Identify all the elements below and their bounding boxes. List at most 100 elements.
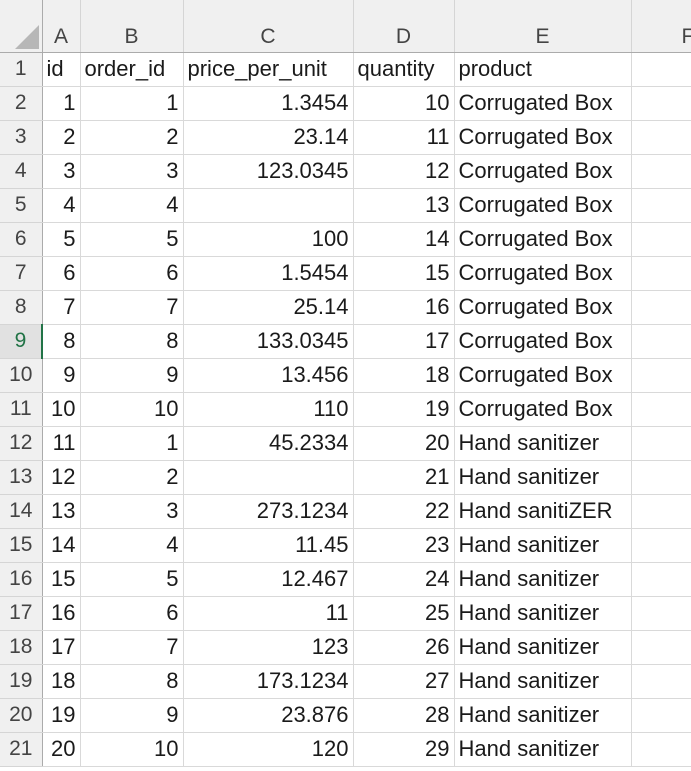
cell-d[interactable]: 20 [353, 426, 455, 461]
cell-d[interactable]: 14 [353, 222, 455, 257]
cell-a[interactable]: 2 [42, 120, 81, 155]
cell-b[interactable]: 9 [80, 358, 184, 393]
cell-c[interactable]: 1.3454 [183, 86, 354, 121]
cell-c[interactable]: 13.456 [183, 358, 354, 393]
cell-f[interactable] [631, 562, 691, 597]
cell-d[interactable]: 28 [353, 698, 455, 733]
cell-c[interactable]: 12.467 [183, 562, 354, 597]
row-header[interactable]: 9 [0, 324, 43, 359]
cell-e[interactable]: Corrugated Box [454, 154, 632, 189]
cell-d[interactable]: 17 [353, 324, 455, 359]
cell-d[interactable]: 25 [353, 596, 455, 631]
cell-e[interactable]: Corrugated Box [454, 290, 632, 325]
cell-d[interactable]: 18 [353, 358, 455, 393]
cell-a[interactable]: 11 [42, 426, 81, 461]
cell-e[interactable]: Hand sanitizer [454, 562, 632, 597]
cell-c[interactable]: 110 [183, 392, 354, 427]
cell-b[interactable]: 2 [80, 120, 184, 155]
cell-c[interactable] [183, 460, 354, 495]
cell-f[interactable] [631, 256, 691, 291]
cell-d[interactable]: 29 [353, 732, 455, 767]
row-header[interactable]: 10 [0, 358, 43, 393]
cell-e[interactable]: Corrugated Box [454, 358, 632, 393]
cell-f[interactable] [631, 392, 691, 427]
cell-a[interactable]: 8 [42, 324, 81, 359]
cell-a[interactable]: id [42, 52, 81, 87]
row-header[interactable]: 13 [0, 460, 43, 495]
cell-b[interactable]: 9 [80, 698, 184, 733]
cell-a[interactable]: 5 [42, 222, 81, 257]
cell-c[interactable] [183, 188, 354, 223]
cell-f[interactable] [631, 358, 691, 393]
cell-e[interactable]: Corrugated Box [454, 188, 632, 223]
cell-b[interactable]: 4 [80, 188, 184, 223]
cell-a[interactable]: 9 [42, 358, 81, 393]
row-header[interactable]: 7 [0, 256, 43, 291]
cell-b[interactable]: 7 [80, 630, 184, 665]
row-header[interactable]: 6 [0, 222, 43, 257]
cell-b[interactable]: 10 [80, 392, 184, 427]
cell-e[interactable]: Hand sanitizer [454, 698, 632, 733]
cell-a[interactable]: 7 [42, 290, 81, 325]
cell-b[interactable]: 1 [80, 426, 184, 461]
cell-d[interactable]: 10 [353, 86, 455, 121]
cell-f[interactable] [631, 86, 691, 121]
cell-f[interactable] [631, 460, 691, 495]
cell-b[interactable]: 8 [80, 664, 184, 699]
column-header-e[interactable]: E [454, 0, 632, 53]
cell-b[interactable]: 5 [80, 562, 184, 597]
cell-e[interactable]: Corrugated Box [454, 324, 632, 359]
cell-b[interactable]: 4 [80, 528, 184, 563]
cell-c[interactable]: 1.5454 [183, 256, 354, 291]
cell-f[interactable] [631, 120, 691, 155]
cell-a[interactable]: 20 [42, 732, 81, 767]
cell-c[interactable]: 120 [183, 732, 354, 767]
cell-f[interactable] [631, 664, 691, 699]
cell-d[interactable]: 24 [353, 562, 455, 597]
cell-a[interactable]: 16 [42, 596, 81, 631]
cell-a[interactable]: 4 [42, 188, 81, 223]
cell-f[interactable] [631, 426, 691, 461]
cell-f[interactable] [631, 630, 691, 665]
cell-c[interactable]: 123 [183, 630, 354, 665]
cell-c[interactable]: 11 [183, 596, 354, 631]
cell-d[interactable]: 27 [353, 664, 455, 699]
row-header[interactable]: 17 [0, 596, 43, 631]
cell-a[interactable]: 18 [42, 664, 81, 699]
cell-c[interactable]: 23.876 [183, 698, 354, 733]
cell-d[interactable]: 13 [353, 188, 455, 223]
cell-f[interactable] [631, 494, 691, 529]
cell-c[interactable]: 100 [183, 222, 354, 257]
cell-a[interactable]: 6 [42, 256, 81, 291]
cell-d[interactable]: 15 [353, 256, 455, 291]
row-header[interactable]: 20 [0, 698, 43, 733]
cell-a[interactable]: 12 [42, 460, 81, 495]
cell-b[interactable]: 6 [80, 256, 184, 291]
cell-f[interactable] [631, 52, 691, 87]
row-header[interactable]: 4 [0, 154, 43, 189]
cell-e[interactable]: Hand sanitizer [454, 596, 632, 631]
cell-e[interactable]: Hand sanitiZER [454, 494, 632, 529]
cell-a[interactable]: 3 [42, 154, 81, 189]
cell-f[interactable] [631, 596, 691, 631]
row-header[interactable]: 11 [0, 392, 43, 427]
cell-b[interactable]: 6 [80, 596, 184, 631]
cell-b[interactable]: 8 [80, 324, 184, 359]
cell-b[interactable]: 10 [80, 732, 184, 767]
cell-f[interactable] [631, 528, 691, 563]
cell-a[interactable]: 1 [42, 86, 81, 121]
cell-a[interactable]: 10 [42, 392, 81, 427]
cell-c[interactable]: 133.0345 [183, 324, 354, 359]
cell-b[interactable]: 3 [80, 154, 184, 189]
cell-e[interactable]: Hand sanitizer [454, 426, 632, 461]
cell-c[interactable]: 273.1234 [183, 494, 354, 529]
cell-c[interactable]: price_per_unit [183, 52, 354, 87]
cell-e[interactable]: Corrugated Box [454, 120, 632, 155]
cell-d[interactable]: 16 [353, 290, 455, 325]
column-header-c[interactable]: C [183, 0, 354, 53]
cell-e[interactable]: Hand sanitizer [454, 732, 632, 767]
cell-a[interactable]: 13 [42, 494, 81, 529]
row-header[interactable]: 5 [0, 188, 43, 223]
cell-f[interactable] [631, 188, 691, 223]
row-header[interactable]: 3 [0, 120, 43, 155]
